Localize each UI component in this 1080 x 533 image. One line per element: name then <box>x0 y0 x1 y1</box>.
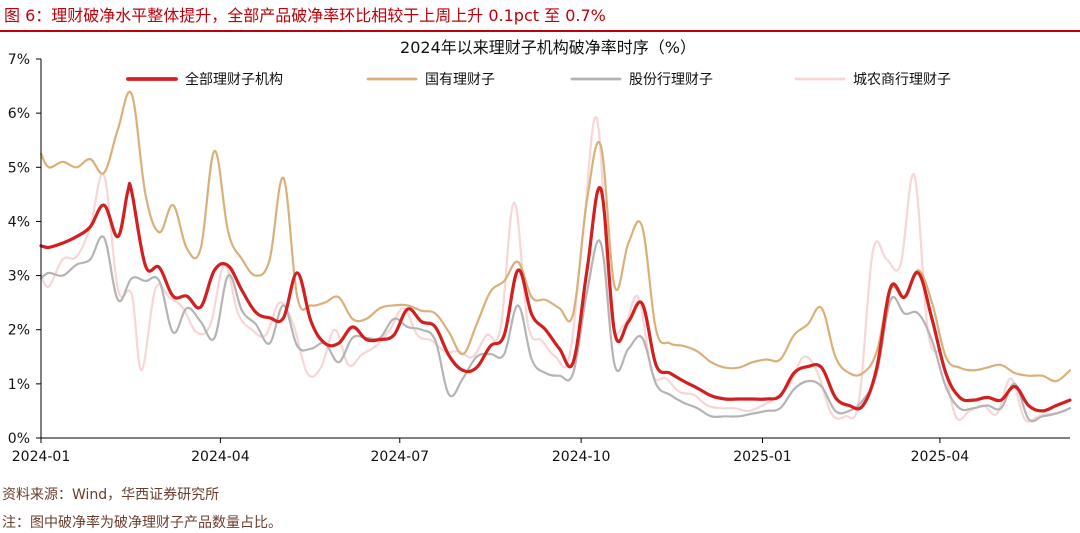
chart-title: 2024年以来理财子机构破净率时序（%） <box>400 38 696 57</box>
y-tick-label: 3% <box>8 269 30 285</box>
x-tick-label: 2024-07 <box>371 449 430 465</box>
series-line-1 <box>39 90 1072 383</box>
x-tick-label: 2024-01 <box>12 449 71 465</box>
footnote: 注：图中破净率为破净理财子产品数量占比。 <box>2 515 282 531</box>
legend-label: 城农商行理财子 <box>853 72 951 88</box>
legend: 全部理财子机构 国有理财子 股份行理财子 城农商行理财子 <box>126 71 951 88</box>
y-tick-label: 4% <box>8 214 30 230</box>
y-tick-label: 7% <box>8 52 30 68</box>
axes: 0% 1% 2% 3% 4% 5% 6% 7% 2024-01 2024-04 2024-07 202… <box>8 52 1070 465</box>
legend-label: 股份行理财子 <box>629 72 713 88</box>
series-line-0 <box>39 182 1072 413</box>
line-chart: 2024年以来理财子机构破净率时序（%） 全部理财子机构 国有理财子 股份行理财子 城… <box>8 38 1072 465</box>
series-line-3 <box>39 115 1068 423</box>
figure-title: 图 6：理财破净水平整体提升，全部产品破净率环比相较于上周上升 0.1pct 至… <box>4 6 606 25</box>
y-tick-label: 0% <box>8 431 30 447</box>
y-tick-label: 1% <box>8 377 30 393</box>
title-divider <box>0 30 1080 32</box>
y-tick-label: 5% <box>8 160 30 176</box>
x-tick-label: 2025-04 <box>911 449 970 465</box>
legend-label: 国有理财子 <box>425 72 495 88</box>
series-layer <box>39 90 1072 423</box>
y-tick-label: 2% <box>8 323 30 339</box>
series-line-2 <box>39 235 1072 423</box>
source-note: 资料来源：Wind，华西证券研究所 <box>2 487 220 503</box>
x-tick-label: 2024-04 <box>191 449 250 465</box>
legend-label: 全部理财子机构 <box>185 71 283 88</box>
x-tick-label: 2024-10 <box>552 449 611 465</box>
y-tick-label: 6% <box>8 106 30 122</box>
x-tick-label: 2025-01 <box>733 449 792 465</box>
